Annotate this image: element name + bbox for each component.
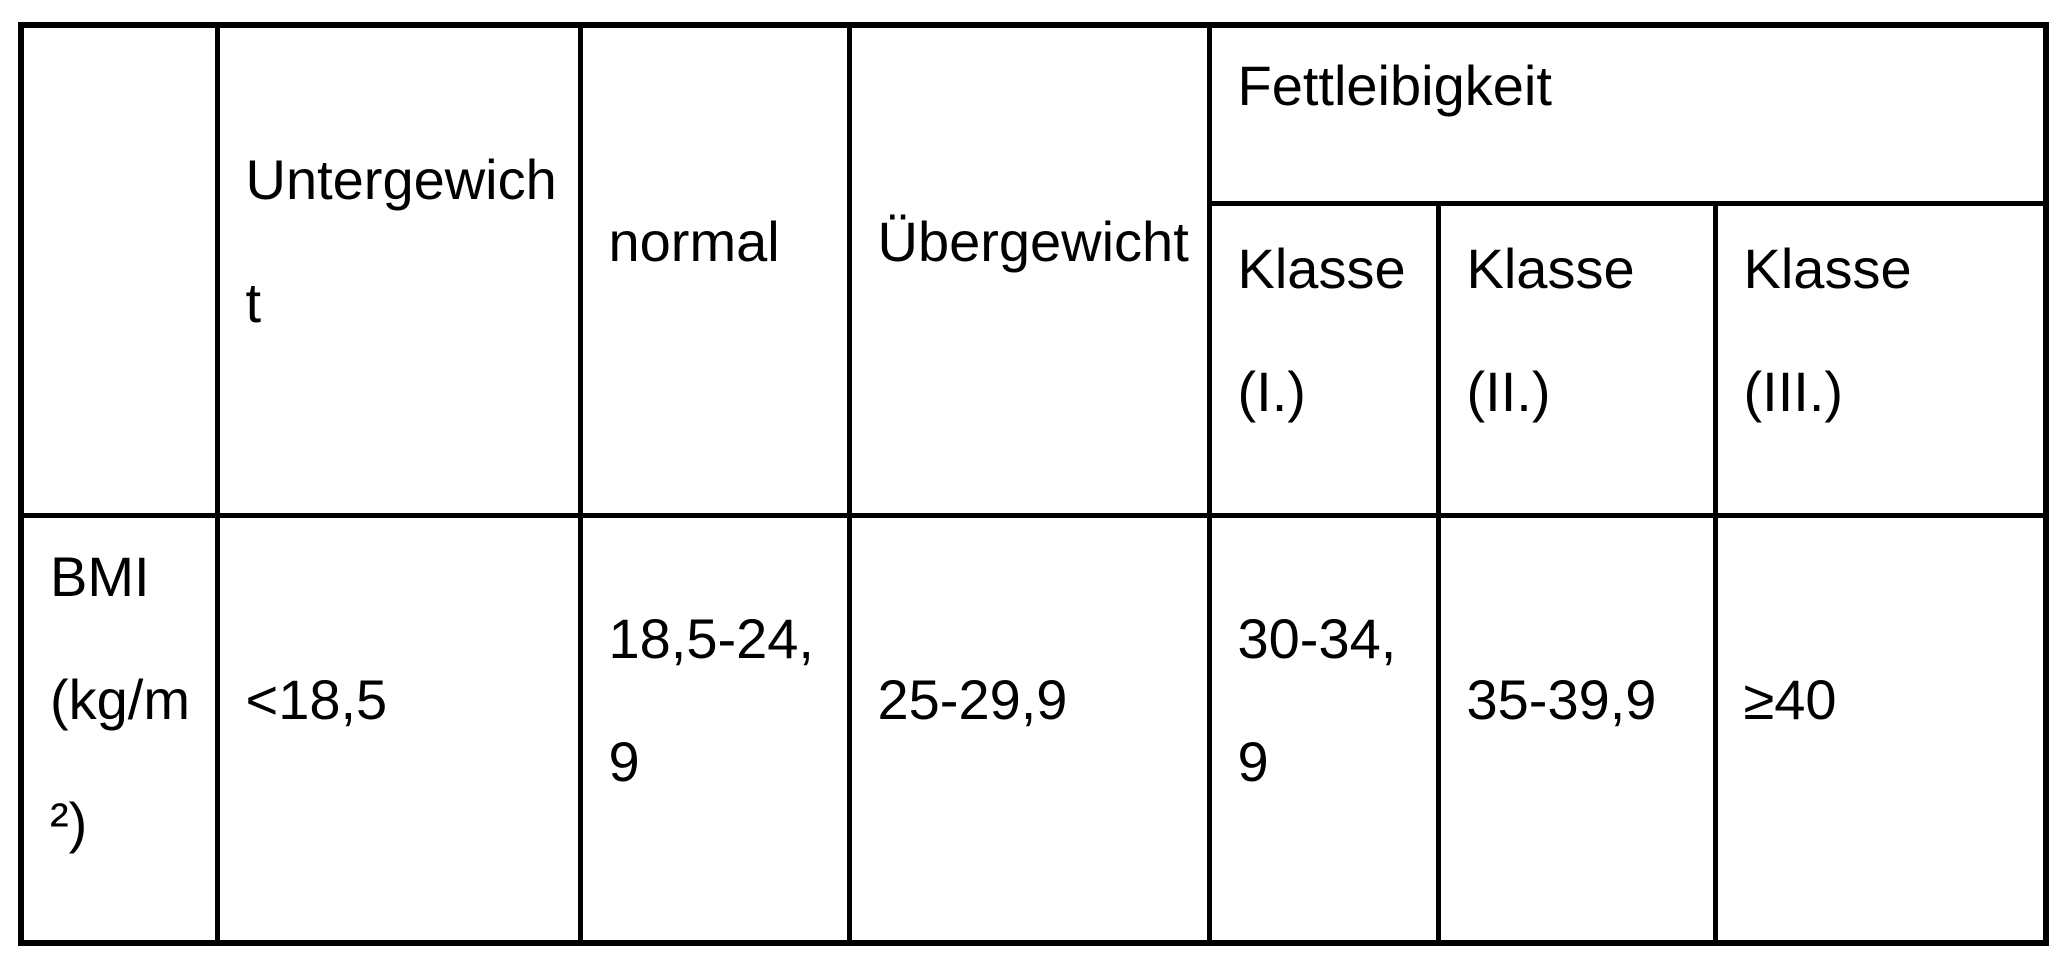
normal-header-text: normal	[608, 209, 780, 273]
uebergewicht-value-text: 25-29,9	[877, 668, 1068, 732]
klasse-3-value-text: ≥40	[1743, 668, 1837, 732]
header-cell-klasse-2: Klasse (II.)	[1435, 200, 1718, 518]
header-cell-klasse-1: Klasse (I.)	[1206, 200, 1441, 518]
klasse-3-header-text: Klasse (III.)	[1743, 237, 1912, 423]
data-cell-klasse-2: 35-39,9	[1435, 512, 1718, 946]
row-label-cell-bmi: BMI (kg/m ²)	[18, 512, 220, 946]
untergewicht-value-text: <18,5	[245, 668, 388, 732]
klasse-1-value-text: 30-34, 9	[1237, 606, 1397, 793]
untergewicht-header-text: Untergewich t	[245, 148, 557, 335]
data-cell-klasse-3: ≥40	[1712, 512, 2049, 946]
header-row-top: Untergewich t normal Übergewicht Fettlei…	[18, 22, 2049, 518]
klasse-2-value-text: 35-39,9	[1466, 668, 1657, 732]
header-cell-empty-corner	[18, 22, 220, 518]
header-row-klasse: Klasse (I.) Klasse (II.) Klasse (III.)	[21, 200, 2049, 518]
header-cell-normal: normal	[577, 22, 852, 518]
data-cell-klasse-1: 30-34, 9	[1206, 512, 1441, 946]
bmi-label-text: BMI (kg/m ²)	[50, 545, 190, 855]
header-cell-uebergewicht: Übergewicht	[846, 22, 1212, 518]
uebergewicht-header-text: Übergewicht	[877, 209, 1189, 273]
bmi-data-row: BMI (kg/m ²) <18,5 18,5-24, 9 25-29,9 30…	[18, 512, 2049, 946]
header-cell-fettleibigkeit: Fettleibigkeit	[1206, 22, 2049, 206]
data-cell-uebergewicht: 25-29,9	[846, 512, 1212, 946]
data-cell-normal: 18,5-24, 9	[577, 512, 852, 946]
data-cell-untergewicht: <18,5	[214, 512, 583, 946]
normal-value-text: 18,5-24, 9	[608, 606, 815, 793]
header-cell-untergewicht: Untergewich t	[214, 22, 583, 518]
header-cell-klasse-3: Klasse (III.)	[1712, 200, 2049, 518]
fettleibigkeit-header-text: Fettleibigkeit	[1237, 53, 1552, 117]
klasse-2-header-text: Klasse (II.)	[1466, 237, 1635, 423]
bmi-classification-table: Untergewich t normal Übergewicht Fettlei…	[18, 22, 2050, 946]
klasse-1-header-text: Klasse (I.)	[1237, 237, 1406, 423]
